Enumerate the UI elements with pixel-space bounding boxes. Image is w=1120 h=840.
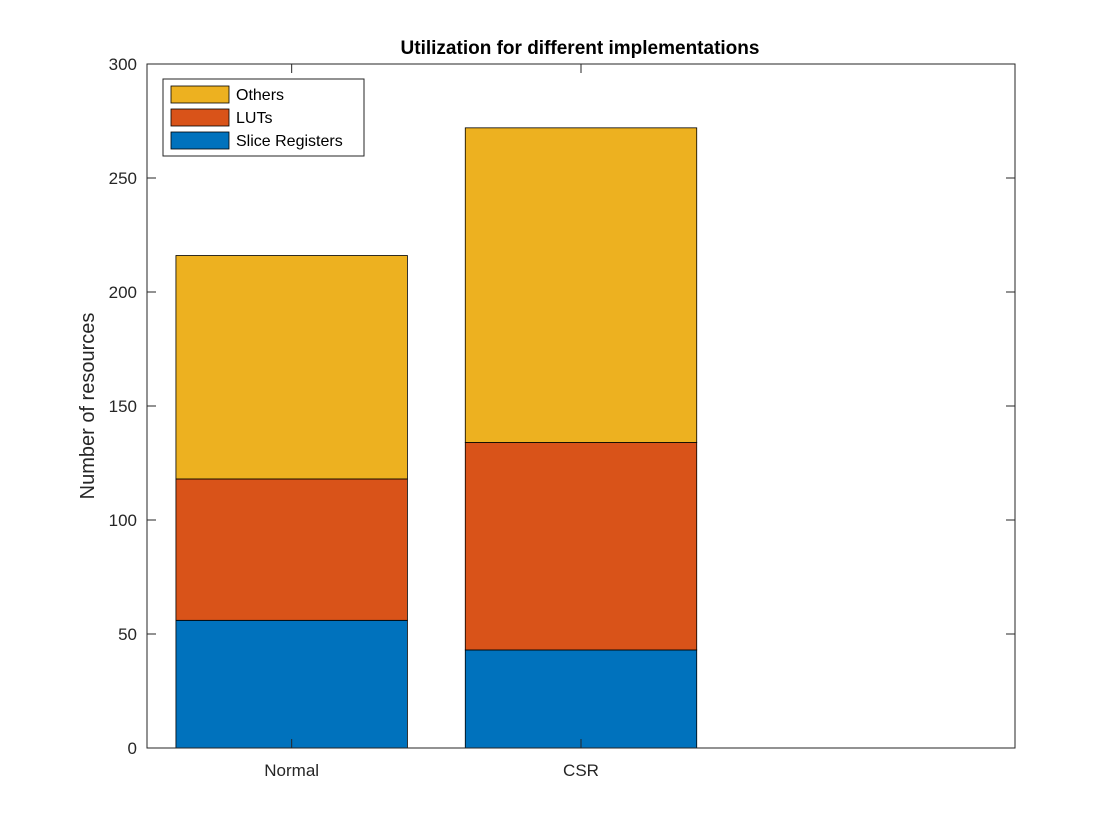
legend-swatch-others bbox=[170, 85, 230, 104]
x-tick-label: CSR bbox=[563, 761, 599, 780]
legend: Others LUTs Slice Registers bbox=[162, 78, 365, 157]
y-tick-label: 50 bbox=[118, 625, 137, 644]
chart-title: Utilization for different implementation… bbox=[401, 38, 760, 59]
bar-normal-others bbox=[175, 255, 408, 480]
bar-csr-slice-registers bbox=[464, 649, 698, 749]
y-tick-label: 0 bbox=[128, 739, 137, 758]
y-tick-label: 100 bbox=[109, 511, 137, 530]
bar-csr-luts bbox=[464, 442, 698, 651]
ticks-layer: 0 50 100 150 200 250 300 Normal CSR bbox=[109, 55, 1015, 780]
y-tick-label: 150 bbox=[109, 397, 137, 416]
y-axis-label: Number of resources bbox=[77, 313, 99, 500]
legend-label-luts: LUTs bbox=[236, 110, 272, 127]
bars-layer bbox=[175, 127, 698, 749]
y-tick-label: 200 bbox=[109, 283, 137, 302]
bar-normal-slice-registers bbox=[175, 619, 408, 749]
legend-swatch-slice-registers bbox=[170, 131, 230, 150]
legend-swatch-luts bbox=[170, 108, 230, 127]
bar-csr-others bbox=[464, 127, 698, 443]
x-tick-label: Normal bbox=[264, 761, 319, 780]
legend-label-slice-registers: Slice Registers bbox=[236, 133, 343, 150]
bar-normal-luts bbox=[175, 478, 408, 621]
y-tick-label: 250 bbox=[109, 169, 137, 188]
legend-label-others: Others bbox=[236, 87, 284, 104]
y-tick-label: 300 bbox=[109, 55, 137, 74]
